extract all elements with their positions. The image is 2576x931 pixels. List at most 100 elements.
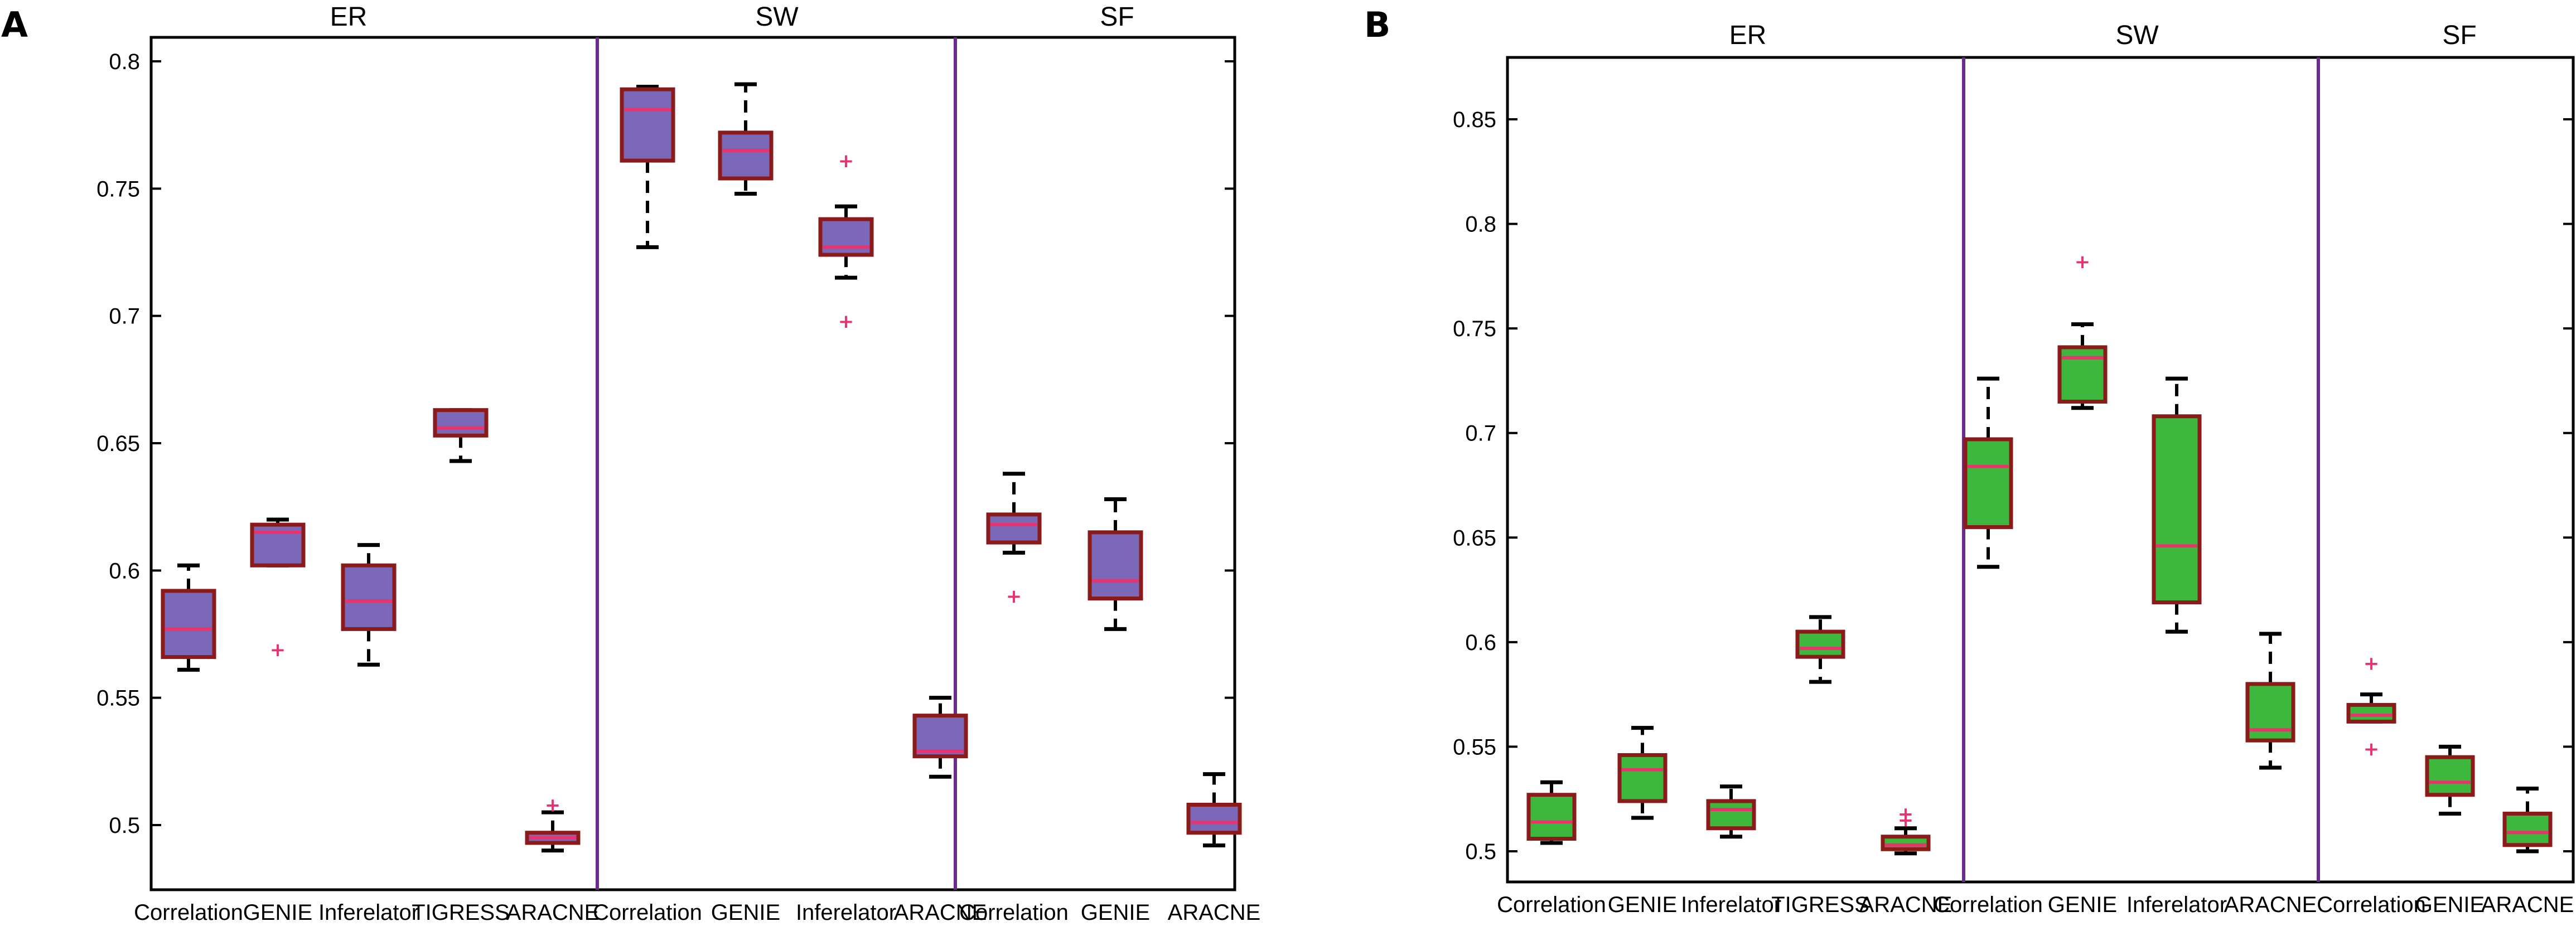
panel-a: A ER SW SF 0.5 0.55 0.6 0.65 0.7 0.75 0.8 Corr… bbox=[1, 2, 1260, 925]
box-body bbox=[718, 130, 774, 181]
box-marks-b: Correlation GENIE InferelatorTIGRESS++ARAC… bbox=[1497, 251, 2574, 917]
box-body bbox=[986, 512, 1042, 545]
category-label: GENIE bbox=[2048, 893, 2117, 917]
box-body bbox=[1186, 802, 1242, 835]
box-correlation-er: Correlation bbox=[134, 563, 243, 925]
category-label: Inferelator bbox=[2126, 893, 2227, 917]
y-tick-label: 0.55 bbox=[1453, 735, 1496, 759]
box-body bbox=[1881, 835, 1931, 851]
axes-frame-a: 0.5 0.55 0.6 0.65 0.7 0.75 0.8 bbox=[96, 36, 1236, 891]
y-tick-label: 0.5 bbox=[109, 813, 140, 838]
y-tick-label: 0.7 bbox=[1465, 421, 1496, 446]
box-inferelator-sw: + + Inferelator bbox=[796, 150, 896, 925]
category-label: Inferelator bbox=[1681, 893, 1781, 917]
axes-frame-b: 0.5 0.55 0.6 0.65 0.7 0.75 0.8 0.85 bbox=[1453, 56, 2575, 884]
box-aracne-er: + ARACNE bbox=[506, 794, 600, 925]
box-correlation-er: Correlation bbox=[1497, 780, 1606, 917]
y-tick-label: 0.85 bbox=[1453, 108, 1496, 132]
category-label: ARACNE bbox=[2481, 893, 2574, 917]
category-label: ARACNE bbox=[894, 900, 987, 925]
box-body bbox=[620, 87, 675, 163]
category-label: GENIE bbox=[711, 900, 780, 925]
category-label: ARACNE bbox=[1168, 900, 1261, 925]
box-body bbox=[161, 589, 216, 660]
group-label-sw: SW bbox=[2115, 21, 2159, 50]
y-tick-label: 0.65 bbox=[1453, 526, 1496, 550]
box-body bbox=[1526, 793, 1577, 841]
group-label-sf: SF bbox=[1100, 2, 1134, 32]
box-body bbox=[818, 217, 874, 257]
box-body bbox=[2346, 702, 2396, 724]
outlier-marker: + bbox=[2075, 251, 2091, 273]
category-label: Correlation bbox=[2317, 893, 2426, 917]
panel-label-b: B bbox=[1364, 4, 1390, 45]
y-tick-label: 0.55 bbox=[96, 686, 140, 711]
group-label-sw: SW bbox=[755, 2, 799, 32]
box-inferelator-er: Inferelator bbox=[318, 543, 419, 925]
box-body bbox=[912, 714, 968, 759]
outlier-marker: + bbox=[1006, 585, 1022, 608]
category-label: GENIE bbox=[1081, 900, 1150, 925]
y-tick-label: 0.75 bbox=[96, 177, 140, 201]
category-label: Correlation bbox=[1934, 893, 2043, 917]
y-tick-label: 0.7 bbox=[109, 304, 140, 329]
box-body bbox=[341, 563, 397, 631]
category-label: Correlation bbox=[593, 900, 702, 925]
panel-b: B ER SW SF 0.50.550.60.650.70.750.80.85 … bbox=[1364, 4, 2575, 917]
box-body bbox=[2425, 755, 2475, 797]
box-tigress-er: TIGRESS bbox=[1771, 615, 1869, 917]
y-tick-label: 0.6 bbox=[109, 559, 140, 583]
outlier-marker: + bbox=[2364, 738, 2380, 760]
category-label: Inferelator bbox=[796, 900, 896, 925]
axes-box bbox=[149, 36, 1236, 891]
box-body bbox=[1088, 530, 1143, 601]
box-correlation-sw: Correlation bbox=[593, 85, 702, 925]
outlier-marker: + bbox=[1898, 809, 1914, 832]
box-body bbox=[2152, 414, 2202, 605]
category-label: ARACNE bbox=[506, 900, 600, 925]
y-tick-label: 0.8 bbox=[109, 50, 140, 74]
box-inferelator-sw: Inferelator bbox=[2126, 376, 2227, 917]
category-label: Correlation bbox=[959, 900, 1069, 925]
box-body bbox=[1795, 629, 1845, 659]
box-aracne-sw: ARACNE bbox=[894, 696, 987, 925]
box-correlation-sf: + Correlation bbox=[959, 472, 1069, 925]
outlier-marker: + bbox=[545, 794, 561, 816]
box-body bbox=[2245, 682, 2295, 743]
box-genie-sw: + GENIE bbox=[2048, 251, 2117, 917]
box-aracne-er: ++ ARACNE bbox=[1859, 803, 1952, 917]
box-body bbox=[1617, 753, 1668, 803]
box-aracne-sw: ARACNE bbox=[2224, 632, 2317, 917]
category-label: TIGRESS bbox=[1771, 893, 1869, 917]
box-genie-sf: GENIE bbox=[2415, 744, 2485, 917]
category-label: GENIE bbox=[243, 900, 312, 925]
y-tick-label: 0.5 bbox=[1465, 840, 1496, 864]
box-body bbox=[2057, 345, 2108, 404]
category-label: GENIE bbox=[2415, 893, 2485, 917]
box-tigress-er: TIGRESS bbox=[412, 408, 510, 925]
category-label: TIGRESS bbox=[412, 900, 510, 925]
group-label-er: ER bbox=[330, 2, 368, 32]
group-label-sf: SF bbox=[2442, 21, 2476, 50]
box-body bbox=[1706, 799, 1756, 831]
y-tick-label: 0.8 bbox=[1465, 212, 1496, 237]
box-genie-er: GENIE bbox=[1608, 726, 1677, 917]
y-tick-label: 0.75 bbox=[1453, 317, 1496, 341]
outlier-marker: + bbox=[1898, 803, 1914, 825]
category-label: Correlation bbox=[1497, 893, 1606, 917]
category-label: GENIE bbox=[1608, 893, 1677, 917]
box-correlation-sw: Correlation bbox=[1934, 376, 2043, 917]
box-body bbox=[1963, 437, 2013, 530]
category-label: ARACNE bbox=[2224, 893, 2317, 917]
box-aracne-sf: ARACNE bbox=[1168, 772, 1261, 925]
category-label: Correlation bbox=[134, 900, 243, 925]
panel-label-a: A bbox=[1, 4, 28, 45]
box-genie-sw: GENIE bbox=[711, 82, 780, 925]
outlier-marker: + bbox=[838, 150, 854, 172]
category-label: Inferelator bbox=[318, 900, 419, 925]
box-marks-a: Correlation+GENIE InferelatorTIGRESS+ARAC… bbox=[134, 82, 1261, 925]
axes-box bbox=[1506, 56, 2575, 884]
box-genie-sf: GENIE bbox=[1081, 497, 1150, 925]
box-body bbox=[2502, 811, 2553, 847]
